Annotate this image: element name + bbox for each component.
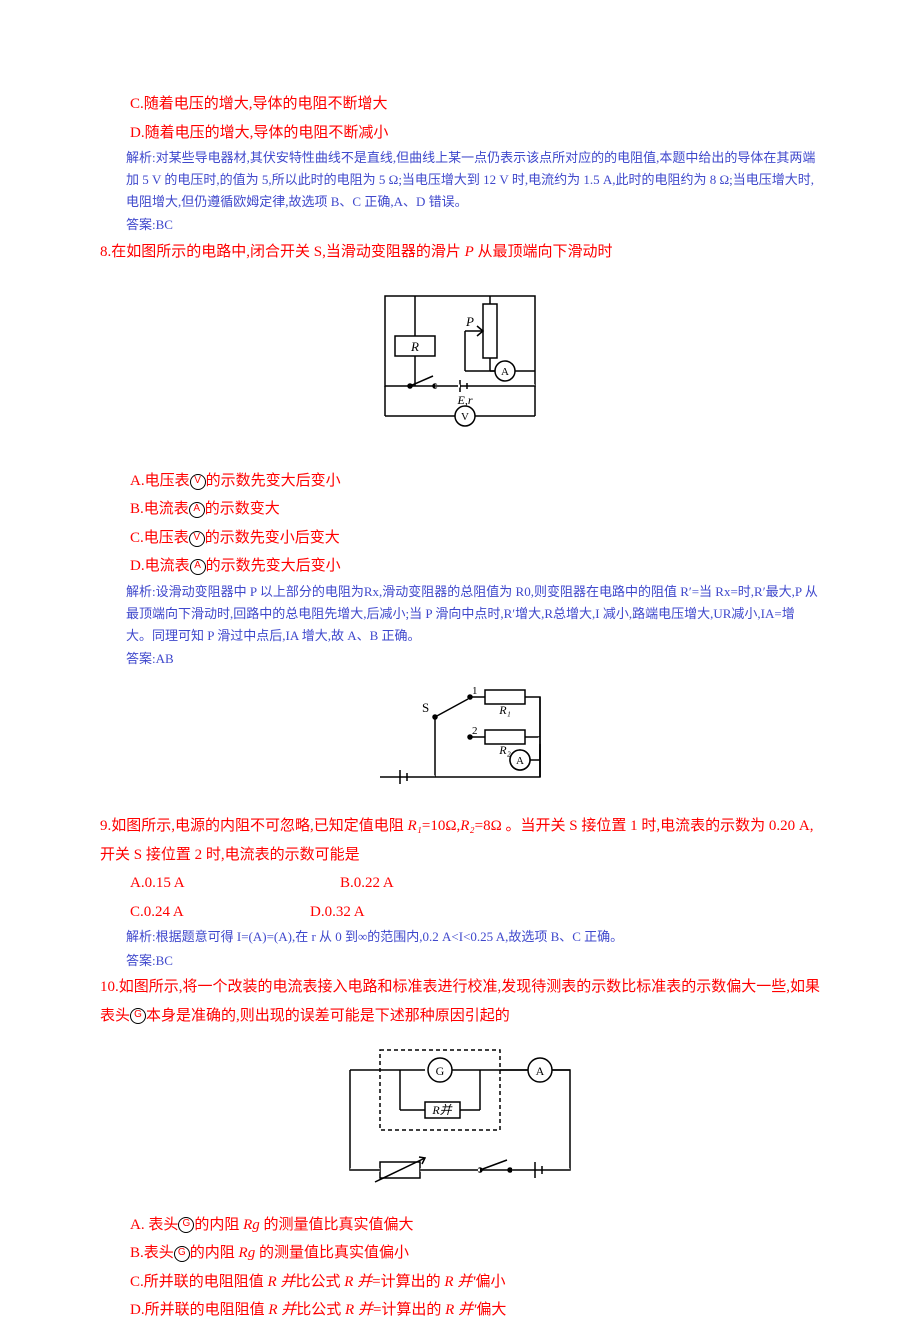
q9-explain: 解析:根据题意可得 I=(A)=(A),在 r 从 0 到∞的范围内,0.2 A…	[126, 926, 820, 948]
q8-c-1: C.电压表	[130, 530, 189, 546]
q10-b-1: B.表头	[130, 1245, 174, 1261]
svg-text:R₁: R₁	[498, 703, 511, 717]
q10-d-4: 偏大	[476, 1302, 506, 1318]
q9-stem: 9.如图所示,电源的内阻不可忽略,已知定值电阻 R₁=10Ω,R₂=8Ω 。当开…	[100, 812, 820, 869]
svg-text:R并: R并	[431, 1103, 452, 1117]
q8-opt-b: B.电流表A的示数变大	[130, 495, 820, 524]
galvanometer-icon: G	[178, 1217, 194, 1233]
q7-explain: 解析:对某些导电器材,其伏安特性曲线不是直线,但曲线上某一点仍表示该点所对应的的…	[126, 147, 820, 213]
q10-opt-b: B.表头G的内阻 Rg 的测量值比真实值偏小	[130, 1239, 820, 1268]
q10-stem: 10.如图所示,将一个改装的电流表接入电路和标准表进行校准,发现待测表的示数比标…	[100, 973, 820, 1030]
svg-text:R₂: R₂	[498, 743, 511, 757]
svg-text:S: S	[422, 700, 429, 715]
q8-a-2: 的示数先变大后变小	[206, 473, 341, 489]
q10-c-rp2: R 并	[344, 1274, 372, 1290]
q10-c-rpp: R 并′	[444, 1274, 475, 1290]
q10-d-2: 比公式	[296, 1302, 345, 1318]
q10-figure: G A R并	[100, 1040, 820, 1201]
q8-opt-c: C.电压表V的示数先变小后变大	[130, 524, 820, 553]
q8-a-1: A.电压表	[130, 473, 190, 489]
q10-c-2: 比公式	[295, 1274, 344, 1290]
q7-opt-c: C.随着电压的增大,导体的电阻不断增大	[130, 90, 820, 119]
svg-text:A: A	[536, 1064, 545, 1078]
q10-b-rg: Rg	[239, 1245, 256, 1261]
svg-text:2: 2	[472, 725, 478, 737]
q8-figure: R P A E,r V	[100, 276, 820, 457]
q9-opt-c: C.0.24 A	[130, 898, 310, 927]
svg-text:V: V	[461, 411, 469, 423]
svg-text:G: G	[436, 1064, 445, 1078]
q9-answer: 答案:BC	[126, 949, 820, 974]
galvanometer-icon: G	[174, 1246, 190, 1262]
q8-b-2: 的示数变大	[205, 501, 280, 517]
q10-c-1: C.所并联的电阻阻值	[130, 1274, 268, 1290]
svg-text:A: A	[501, 366, 509, 378]
q7-answer: 答案:BC	[126, 213, 820, 238]
svg-text:P: P	[465, 314, 474, 329]
q8-explain: 解析:设滑动变阻器中 P 以上部分的电阻为Rx,滑动变阻器的总阻值为 R0,则变…	[126, 581, 820, 647]
q8-b-1: B.电流表	[130, 501, 189, 517]
q8-stem-b: 从最顶端向下滑动时	[474, 244, 613, 260]
q9-opt-a: A.0.15 A	[130, 869, 310, 898]
svg-text:E,r: E,r	[457, 393, 473, 407]
q10-d-rp2: R 并	[345, 1302, 373, 1318]
q9-r2: R₂	[460, 818, 474, 834]
ammeter-icon: A	[189, 502, 205, 518]
q8-opt-a: A.电压表V的示数先变大后变小	[130, 467, 820, 496]
q9-stem-a: 9.如图所示,电源的内阻不可忽略,已知定值电阻	[100, 818, 408, 834]
q10-opt-d: D.所并联的电阻阻值 R 并比公式 R 并=计算出的 R 并′偏大	[130, 1296, 820, 1325]
q10-d-rpp: R 并′	[445, 1302, 476, 1318]
q9-r1: R₁	[408, 818, 422, 834]
q10-opt-a: A. 表头G的内阻 Rg 的测量值比真实值偏大	[130, 1211, 820, 1240]
q8-d-1: D.电流表	[130, 558, 190, 574]
q10-stem-b: 本身是准确的,则出现的误差可能是下述那种原因引起的	[146, 1008, 510, 1024]
q10-a-2: 的内阻	[194, 1217, 243, 1233]
q10-c-3: =计算出的	[372, 1274, 444, 1290]
voltmeter-icon: V	[189, 531, 205, 547]
q10-a-rg: Rg	[243, 1217, 260, 1233]
q8-opt-d: D.电流表A的示数先变大后变小	[130, 552, 820, 581]
svg-text:R: R	[410, 339, 419, 354]
q8-stem-a: 8.在如图所示的电路中,闭合开关 S,当滑动变阻器的滑片	[100, 244, 465, 260]
q8-stem: 8.在如图所示的电路中,闭合开关 S,当滑动变阻器的滑片 P 从最顶端向下滑动时	[100, 238, 820, 267]
ammeter-icon: A	[190, 559, 206, 575]
q10-c-rp: R 并	[268, 1274, 296, 1290]
q8-P: P	[465, 244, 474, 260]
q10-a-1: A. 表头	[130, 1217, 178, 1233]
q10-a-3: 的测量值比真实值偏大	[260, 1217, 414, 1233]
q10-opt-c: C.所并联的电阻阻值 R 并比公式 R 并=计算出的 R 并′偏小	[130, 1268, 820, 1297]
q10-d-3: =计算出的	[373, 1302, 445, 1318]
q8-c-2: 的示数先变小后变大	[205, 530, 340, 546]
q9-eq1: =10Ω,	[422, 818, 460, 834]
svg-text:1: 1	[472, 685, 478, 697]
q10-d-1: D.所并联的电阻阻值	[130, 1302, 268, 1318]
q8-d-2: 的示数先变大后变小	[206, 558, 341, 574]
voltmeter-icon: V	[190, 474, 206, 490]
galvanometer-icon: G	[130, 1008, 146, 1024]
q10-b-3: 的测量值比真实值偏小	[255, 1245, 409, 1261]
q8-answer: 答案:AB	[126, 647, 820, 672]
svg-text:A: A	[516, 755, 524, 767]
q7-opt-d: D.随着电压的增大,导体的电阻不断减小	[130, 119, 820, 148]
q9-opt-b: B.0.22 A	[340, 869, 520, 898]
q9-figure: S 1 2 R₁ R₂ A	[100, 682, 820, 803]
q10-b-2: 的内阻	[190, 1245, 239, 1261]
q9-opt-d: D.0.32 A	[310, 898, 490, 927]
q10-c-4: 偏小	[476, 1274, 506, 1290]
q10-d-rp: R 并	[268, 1302, 296, 1318]
